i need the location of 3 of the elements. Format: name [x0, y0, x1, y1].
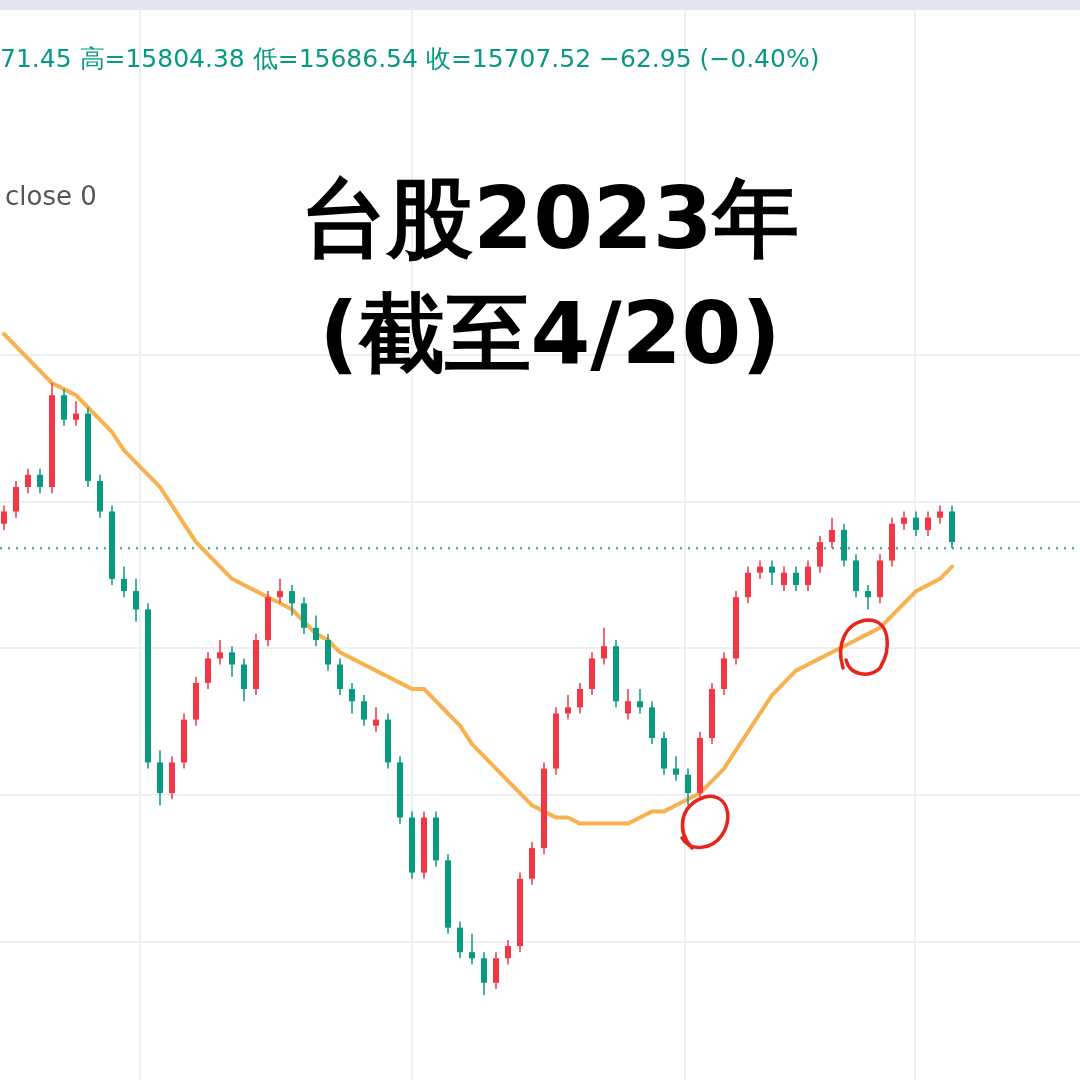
annotation: 71.45 高=15804.38 低=15686.54 收=15707.52 −62.95 (−0.40%) — [0, 44, 820, 73]
title: 台股2023年 (截至4/20) — [301, 168, 799, 383]
annotation: close 0 — [5, 181, 97, 211]
